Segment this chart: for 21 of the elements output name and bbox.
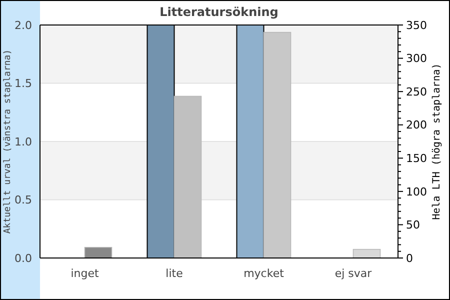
y2-tick-label: 0 bbox=[406, 252, 413, 265]
y2-tick-label: 100 bbox=[406, 185, 427, 198]
y2-tick-label: 350 bbox=[406, 18, 427, 32]
y-tick-label: 2.0 bbox=[14, 18, 32, 32]
y2-tick-label: 250 bbox=[406, 85, 427, 98]
y-tick-label: 0.0 bbox=[14, 252, 32, 265]
y2-tick-label: 200 bbox=[406, 118, 427, 132]
x-tick-label: inget bbox=[70, 267, 100, 280]
chart-title: Litteratursökning bbox=[160, 5, 278, 19]
x-tick-label: mycket bbox=[244, 267, 285, 280]
x-tick-label: lite bbox=[166, 267, 184, 280]
y-tick-label: 0.5 bbox=[14, 194, 32, 207]
x-tick-label: ej svar bbox=[334, 267, 372, 280]
y2-tick-label: 50 bbox=[406, 218, 420, 232]
y2-tick-label: 150 bbox=[406, 152, 427, 165]
y-axis-title: Aktuellt urval (vänstra staplarna) bbox=[3, 49, 14, 234]
y2-tick-label: 300 bbox=[406, 52, 427, 66]
y-tick-label: 1.5 bbox=[14, 77, 32, 90]
y2-axis-title: Hela LTH (högra staplarna) bbox=[432, 63, 442, 220]
bar bbox=[84, 246, 112, 258]
y-tick-label: 1.0 bbox=[14, 135, 32, 148]
